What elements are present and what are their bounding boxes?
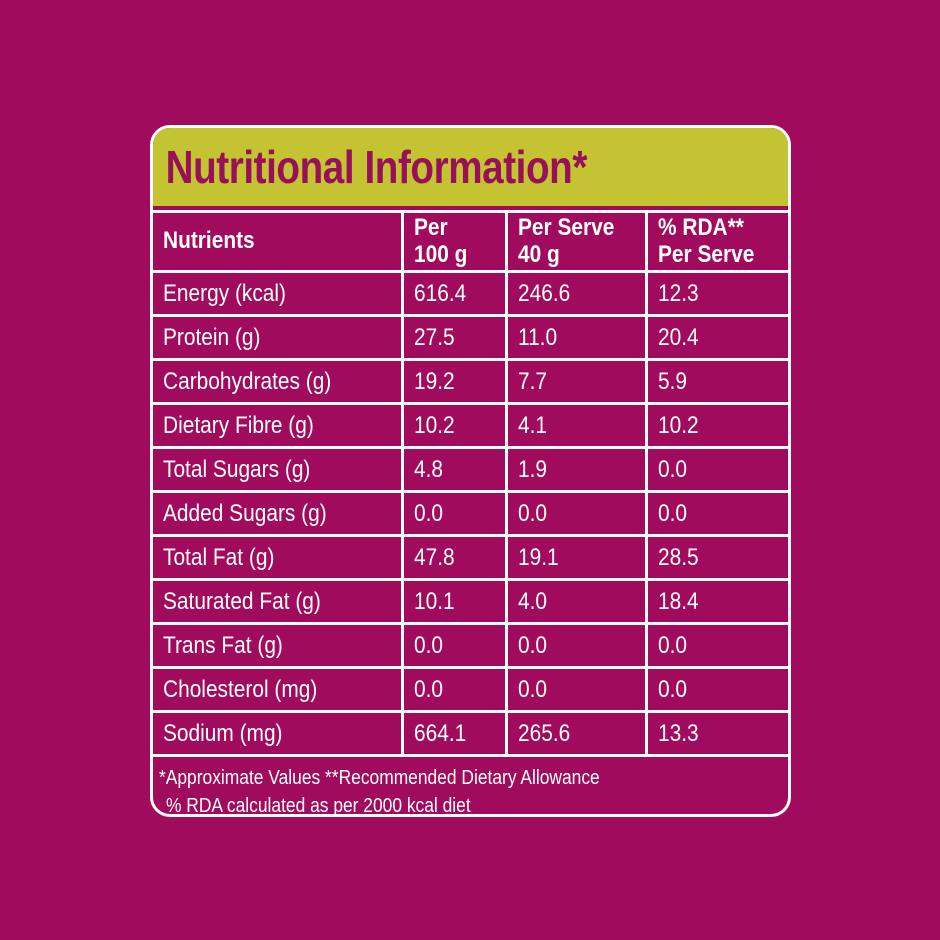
- nutrient-label: Total Fat (g): [153, 534, 404, 581]
- nutrient-label: Energy (kcal): [153, 270, 404, 317]
- column-header-per-serve: Per Serve 40 g: [504, 210, 648, 273]
- table-row: Saturated Fat (g) 10.1 4.0 18.4: [153, 578, 788, 625]
- table-row: Energy (kcal) 616.4 246.6 12.3: [153, 270, 788, 317]
- per-serve-value: 0.0: [504, 622, 648, 669]
- rda-value: 0.0: [644, 446, 788, 493]
- table-row: Added Sugars (g) 0.0 0.0 0.0: [153, 490, 788, 537]
- column-header-text: Per: [413, 213, 448, 241]
- table-row: Sodium (mg) 664.1 265.6 13.3: [153, 710, 788, 757]
- nutrient-label: Trans Fat (g): [153, 622, 404, 669]
- table-row: Total Fat (g) 47.8 19.1 28.5: [153, 534, 788, 581]
- rda-value: 0.0: [644, 490, 788, 537]
- per-serve-value: 11.0: [504, 314, 648, 361]
- column-header-nutrients: Nutrients: [153, 210, 404, 273]
- column-header-per-100g: Per 100 g: [400, 210, 508, 273]
- per-serve-value: 0.0: [504, 490, 648, 537]
- per-100g-value: 19.2: [400, 358, 508, 405]
- per-100g-value: 0.0: [400, 666, 508, 713]
- rda-value: 18.4: [644, 578, 788, 625]
- table-row: Trans Fat (g) 0.0 0.0 0.0: [153, 622, 788, 669]
- per-100g-value: 47.8: [400, 534, 508, 581]
- per-serve-value: 4.0: [504, 578, 648, 625]
- footnotes: *Approximate Values **Recommended Dietar…: [153, 757, 788, 817]
- nutrient-label: Sodium (mg): [153, 710, 404, 757]
- per-100g-value: 616.4: [400, 270, 508, 317]
- card-header-band: Nutritional Information*: [153, 128, 788, 206]
- rda-value: 28.5: [644, 534, 788, 581]
- nutrient-label: Dietary Fibre (g): [153, 402, 404, 449]
- table-row: Protein (g) 27.5 11.0 20.4: [153, 314, 788, 361]
- rda-value: 13.3: [644, 710, 788, 757]
- column-header-text: Per Serve: [657, 240, 754, 268]
- page-title: Nutritional Information*: [165, 141, 588, 193]
- per-serve-value: 7.7: [504, 358, 648, 405]
- column-header-text: Nutrients: [163, 227, 255, 255]
- rda-value: 20.4: [644, 314, 788, 361]
- per-100g-value: 4.8: [400, 446, 508, 493]
- per-serve-value: 246.6: [504, 270, 648, 317]
- column-header-rda: % RDA** Per Serve: [644, 210, 788, 273]
- nutrient-label: Carbohydrates (g): [153, 358, 404, 405]
- column-header-text: 100 g: [413, 240, 467, 268]
- nutrient-label: Added Sugars (g): [153, 490, 404, 537]
- nutrient-label: Saturated Fat (g): [153, 578, 404, 625]
- table-row: Cholesterol (mg) 0.0 0.0 0.0: [153, 666, 788, 713]
- nutrition-card: Nutritional Information* Nutrients Per 1…: [150, 125, 791, 817]
- table-header-row: Nutrients Per 100 g Per Serve 40 g % RDA…: [153, 210, 788, 273]
- nutrient-label: Cholesterol (mg): [153, 666, 404, 713]
- rda-value: 12.3: [644, 270, 788, 317]
- per-100g-value: 10.1: [400, 578, 508, 625]
- nutrient-label: Total Sugars (g): [153, 446, 404, 493]
- table-row: Carbohydrates (g) 19.2 7.7 5.9: [153, 358, 788, 405]
- table-row: Dietary Fibre (g) 10.2 4.1 10.2: [153, 402, 788, 449]
- rda-value: 5.9: [644, 358, 788, 405]
- per-serve-value: 0.0: [504, 666, 648, 713]
- column-header-text: % RDA**: [657, 213, 744, 241]
- per-serve-value: 4.1: [504, 402, 648, 449]
- nutrient-label: Protein (g): [153, 314, 404, 361]
- column-header-text: Per Serve: [517, 213, 614, 241]
- per-100g-value: 27.5: [400, 314, 508, 361]
- per-100g-value: 0.0: [400, 490, 508, 537]
- per-serve-value: 1.9: [504, 446, 648, 493]
- per-100g-value: 10.2: [400, 402, 508, 449]
- column-header-text: 40 g: [517, 240, 560, 268]
- per-serve-value: 19.1: [504, 534, 648, 581]
- rda-value: 0.0: [644, 666, 788, 713]
- footnote-approximate-values: *Approximate Values **Recommended Dietar…: [159, 767, 600, 789]
- per-serve-value: 265.6: [504, 710, 648, 757]
- nutrition-table: Nutrients Per 100 g Per Serve 40 g % RDA…: [153, 210, 788, 757]
- rda-value: 10.2: [644, 402, 788, 449]
- per-100g-value: 664.1: [400, 710, 508, 757]
- footnote-rda-basis: % RDA calculated as per 2000 kcal diet: [166, 795, 471, 817]
- rda-value: 0.0: [644, 622, 788, 669]
- table-row: Total Sugars (g) 4.8 1.9 0.0: [153, 446, 788, 493]
- per-100g-value: 0.0: [400, 622, 508, 669]
